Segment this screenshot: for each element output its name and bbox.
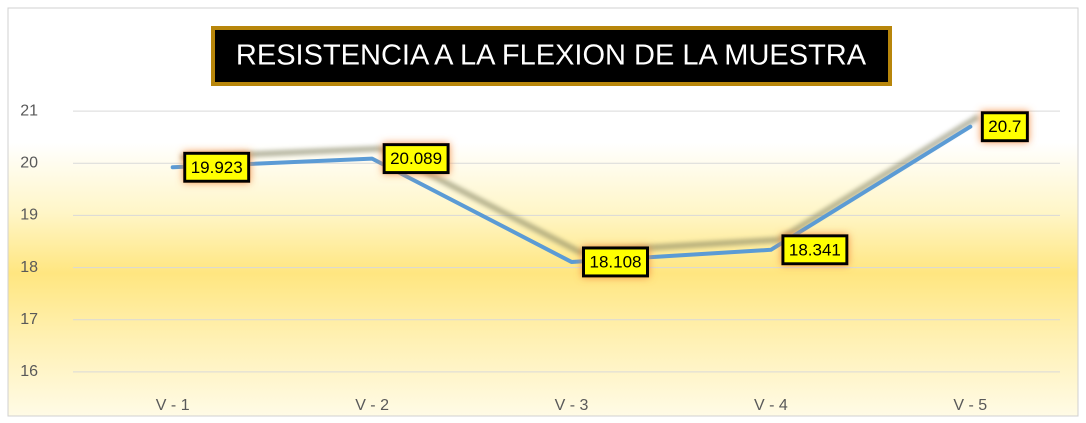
data-label-text: 18.341 [789,240,841,259]
data-label-box [183,151,251,183]
data-label-text: 18.108 [590,252,642,271]
y-tick-label: 17 [20,311,38,328]
data-label-box [781,234,849,266]
data-label-text: 20.7 [988,117,1021,136]
y-tick-label: 16 [20,363,38,380]
data-label-text: 20.089 [390,149,442,168]
x-tick-label: V - 1 [156,397,190,414]
y-tick-label: 21 [20,102,38,119]
line [170,124,973,264]
data-label-text: 19.923 [191,158,243,177]
data-label: 20.089 [382,143,450,175]
data-label: 20.7 [980,111,1029,143]
data-label: 19.923 [183,151,251,183]
y-tick-label: 18 [20,259,38,276]
data-label-box [980,111,1029,143]
line-shadow [180,114,980,255]
x-tick-label: V - 5 [953,397,987,414]
data-label: 18.341 [781,234,849,266]
data-label-box [582,246,649,278]
x-tick-label: V - 2 [355,397,389,414]
title-box [211,26,892,86]
chart-title: RESISTENCIA A LA FLEXION DE LA MUESTRA [236,40,867,72]
data-label-box [382,143,450,175]
y-tick-label: 19 [20,207,38,224]
y-tick-label: 20 [20,154,38,171]
x-tick-label: V - 4 [754,397,788,414]
x-tick-label: V - 3 [555,397,589,414]
data-label: 18.108 [582,246,649,278]
